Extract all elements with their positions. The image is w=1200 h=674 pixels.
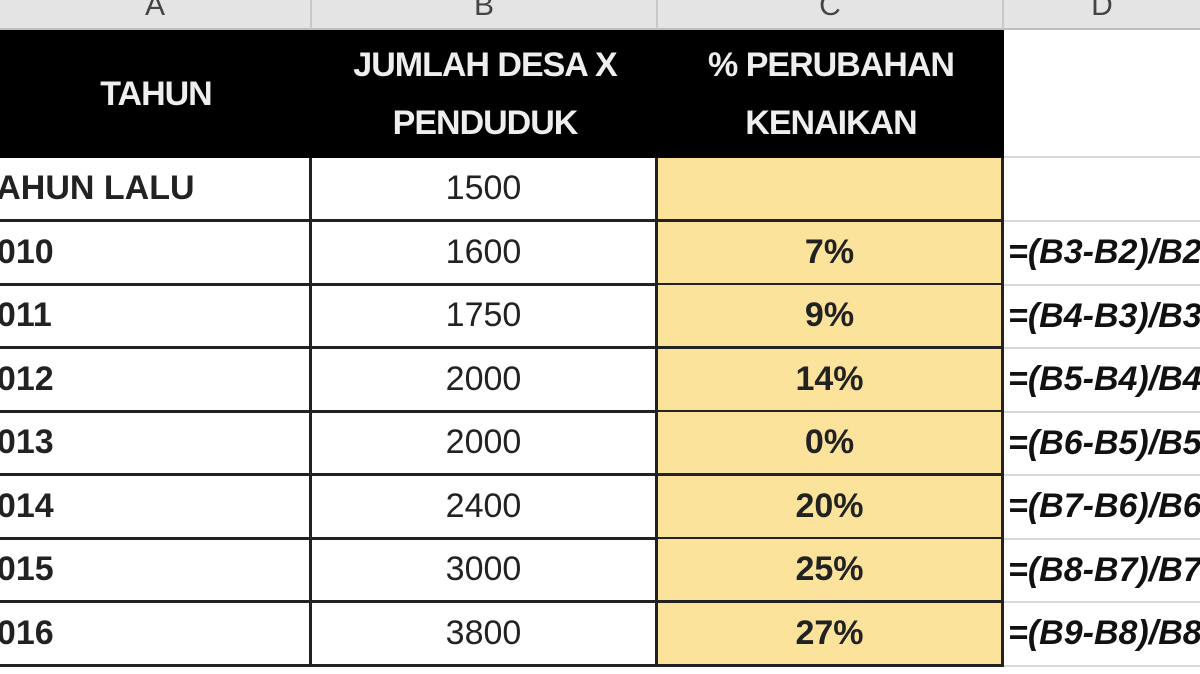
- cell-d1[interactable]: [1004, 30, 1200, 158]
- persen-value: 20%: [795, 486, 864, 525]
- jumlah-value: 3000: [445, 550, 522, 588]
- cell-formula[interactable]: =(B8-B7)/B7: [1004, 539, 1200, 603]
- formula-value: =(B6-B5)/B5: [1008, 423, 1200, 462]
- cell-persen[interactable]: [658, 158, 1004, 222]
- header-tahun[interactable]: TAHUN: [0, 30, 312, 158]
- persen-value: 14%: [795, 359, 864, 398]
- formula-value: =(B4-B3)/B3: [1008, 296, 1200, 335]
- tahun-value: TAHUN LALU: [0, 169, 195, 207]
- cell-formula[interactable]: =(B3-B2)/B2: [1004, 222, 1200, 286]
- column-header-a[interactable]: A: [0, 0, 312, 30]
- jumlah-value: 2000: [445, 423, 522, 461]
- cell-persen[interactable]: 25%: [658, 539, 1004, 603]
- cell-tahun[interactable]: 2015: [0, 539, 312, 603]
- tahun-value: 2012: [0, 359, 54, 398]
- header-jumlah-line1: JUMLAH DESA X: [353, 46, 617, 84]
- jumlah-value: 2000: [445, 359, 522, 398]
- cell-jumlah[interactable]: 1500: [312, 158, 658, 222]
- column-header-b[interactable]: B: [312, 0, 658, 30]
- cell-formula[interactable]: =(B9-B8)/B8: [1004, 603, 1200, 667]
- jumlah-value: 1600: [445, 232, 522, 271]
- persen-value: 0%: [804, 423, 855, 461]
- cell-formula[interactable]: =(B6-B5)/B5: [1004, 412, 1200, 476]
- cell-jumlah[interactable]: 1600: [312, 221, 658, 286]
- cell-tahun[interactable]: 2016: [0, 602, 312, 667]
- cell-tahun[interactable]: 2012: [0, 348, 312, 413]
- formula-value: =(B7-B6)/B6: [1008, 487, 1200, 525]
- tahun-value: 2011: [0, 296, 52, 334]
- cell-persen[interactable]: 27%: [658, 602, 1004, 667]
- cell-formula[interactable]: [1004, 158, 1200, 222]
- cell-jumlah[interactable]: 2000: [312, 348, 658, 413]
- tahun-value: 2016: [0, 613, 54, 652]
- cell-persen[interactable]: 7%: [658, 221, 1004, 286]
- formula-value: =(B8-B7)/B7: [1008, 550, 1200, 589]
- persen-value: 25%: [795, 550, 864, 588]
- cell-formula[interactable]: =(B4-B3)/B3: [1004, 285, 1200, 349]
- cell-jumlah[interactable]: 3800: [312, 602, 658, 667]
- cell-jumlah[interactable]: 1750: [312, 285, 658, 349]
- column-header-c[interactable]: C: [658, 0, 1004, 30]
- cell-tahun[interactable]: 2011: [0, 285, 312, 349]
- cell-persen[interactable]: 9%: [658, 285, 1004, 349]
- header-jumlah[interactable]: JUMLAH DESA X PENDUDUK: [312, 30, 658, 158]
- persen-value: 9%: [804, 296, 855, 334]
- cell-formula[interactable]: =(B5-B4)/B4: [1004, 349, 1200, 413]
- jumlah-value: 1750: [445, 296, 522, 334]
- jumlah-value: 3800: [445, 613, 522, 652]
- cell-persen[interactable]: 0%: [658, 412, 1004, 476]
- header-perubahan-line1: % PERUBAHAN: [708, 46, 955, 84]
- tahun-value: 2013: [0, 423, 54, 461]
- header-jumlah-line2: PENDUDUK: [392, 104, 579, 142]
- cell-tahun[interactable]: 2014: [0, 475, 312, 540]
- jumlah-value: 2400: [445, 486, 522, 525]
- cell-jumlah[interactable]: 2000: [312, 412, 658, 476]
- column-header-d[interactable]: D: [1004, 0, 1200, 30]
- cell-persen[interactable]: 14%: [658, 348, 1004, 413]
- cell-jumlah[interactable]: 2400: [312, 475, 658, 540]
- formula-value: =(B9-B8)/B8: [1008, 614, 1200, 652]
- tahun-value: 2014: [0, 486, 54, 525]
- jumlah-value: 1500: [445, 169, 522, 207]
- header-perubahan[interactable]: % PERUBAHAN KENAIKAN: [658, 30, 1004, 158]
- tahun-value: 2015: [0, 550, 54, 588]
- header-perubahan-line2: KENAIKAN: [745, 104, 917, 142]
- header-tahun-label: TAHUN: [100, 75, 212, 113]
- cell-jumlah[interactable]: 3000: [312, 539, 658, 603]
- cell-persen[interactable]: 20%: [658, 475, 1004, 540]
- cell-formula[interactable]: =(B7-B6)/B6: [1004, 476, 1200, 540]
- tahun-value: 2010: [0, 232, 54, 271]
- formula-value: =(B5-B4)/B4: [1008, 360, 1200, 398]
- cell-tahun[interactable]: TAHUN LALU: [0, 158, 312, 222]
- persen-value: 27%: [795, 613, 864, 652]
- formula-value: =(B3-B2)/B2: [1008, 233, 1200, 271]
- cell-tahun[interactable]: 2013: [0, 412, 312, 476]
- cell-tahun[interactable]: 2010: [0, 221, 312, 286]
- persen-value: 7%: [804, 232, 855, 271]
